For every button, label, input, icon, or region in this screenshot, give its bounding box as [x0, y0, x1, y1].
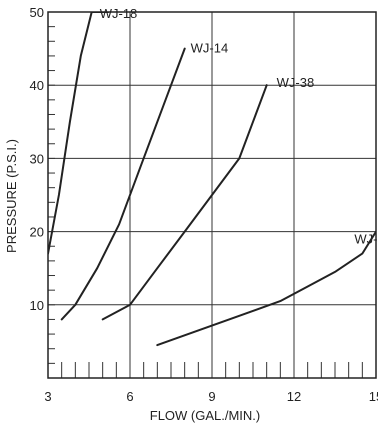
curve-layer [48, 12, 376, 347]
series-line-wj-38 [101, 84, 268, 321]
x-tick-label-6: 6 [126, 389, 133, 404]
y-tick-label-40: 40 [30, 78, 44, 93]
y-tick-label-20: 20 [30, 225, 44, 240]
y-tick-label-10: 10 [30, 298, 44, 313]
series-label-wj-18: WJ-18 [100, 6, 138, 21]
x-tick-label-15: 15 [369, 389, 378, 404]
label-layer: 3 6 9 12 15 10 20 30 40 50 WJ-18 WJ-14 WJ-38 WJ-50 [30, 5, 378, 404]
series-label-wj-38: WJ-38 [277, 75, 315, 90]
y-tick-label-30: 30 [30, 151, 44, 166]
y-tick-label-50: 50 [30, 5, 44, 20]
series-label-wj-14: WJ-14 [191, 41, 229, 56]
series-line-wj-18 [48, 12, 110, 255]
x-axis-title: FLOW (GAL./MIN.) [150, 408, 261, 423]
y-axis-title: PRESSURE (P.S.I.) [4, 139, 19, 253]
series-line-wj-14 [60, 47, 186, 321]
x-tick-label-3: 3 [44, 389, 51, 404]
series-label-wj-50: WJ-50 [354, 232, 378, 247]
series-line-wj-50 [156, 230, 376, 347]
x-tick-label-12: 12 [287, 389, 301, 404]
grid-layer [48, 12, 376, 378]
plot-frame [47, 11, 377, 379]
tick-layer [48, 26, 363, 378]
x-tick-label-9: 9 [208, 389, 215, 404]
